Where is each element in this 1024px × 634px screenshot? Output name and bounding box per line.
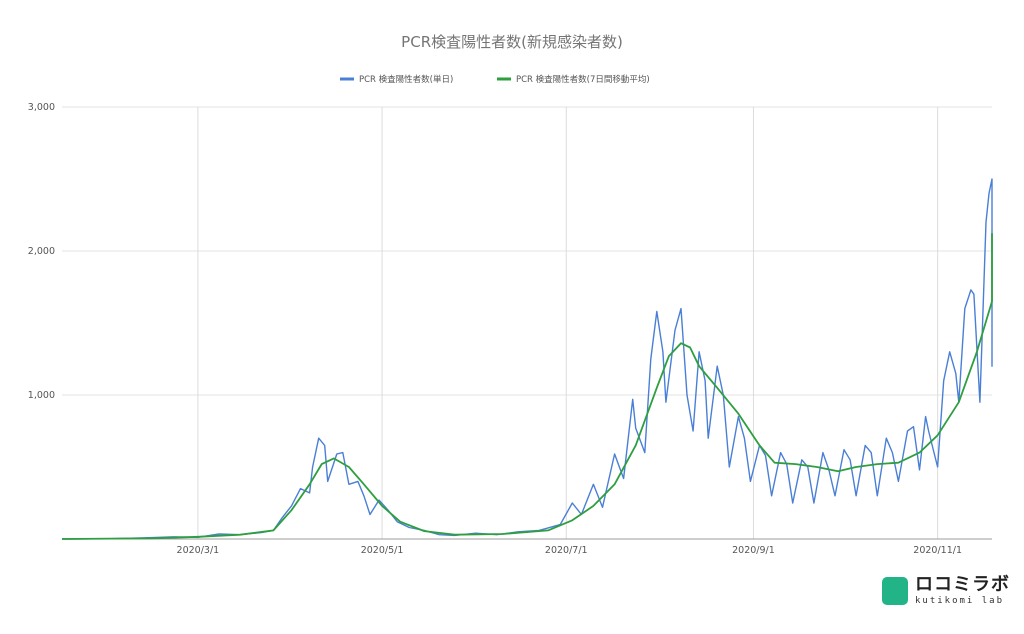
x-tick-label: 2020/11/1 (913, 545, 962, 556)
y-axis-ticks: 3,000 2,000 1,000 (28, 102, 55, 401)
x-tick-label: 2020/5/1 (361, 545, 404, 556)
y-tick-label: 1,000 (28, 390, 55, 401)
x-tick-label: 2020/3/1 (177, 545, 220, 556)
brand-logo: ロコミラボ kutikomi lab (882, 575, 1010, 607)
chart-title: PCR検査陽性者数(新規感染者数) (401, 33, 623, 51)
series-lines (61, 178, 993, 540)
x-tick-label: 2020/9/1 (732, 545, 775, 556)
legend: PCR 検査陽性者数(単日) PCR 検査陽性者数(7日間移動平均) (340, 74, 650, 85)
legend-label-daily: PCR 検査陽性者数(単日) (359, 74, 453, 85)
series-line-daily (61, 178, 993, 540)
series-line-7day-average (61, 232, 993, 540)
x-tick-label: 2020/7/1 (545, 545, 588, 556)
legend-label-average: PCR 検査陽性者数(7日間移動平均) (516, 74, 650, 85)
y-tick-label: 3,000 (28, 102, 55, 113)
x-axis-ticks: 2020/3/1 2020/5/1 2020/7/1 2020/9/1 2020/11/… (177, 545, 962, 556)
brand-name-jp: ロコミラボ (915, 574, 1010, 595)
brand-mark-icon (882, 577, 908, 605)
y-tick-label: 2,000 (28, 246, 55, 257)
brand-name-en: kutikomi lab (915, 596, 1005, 606)
